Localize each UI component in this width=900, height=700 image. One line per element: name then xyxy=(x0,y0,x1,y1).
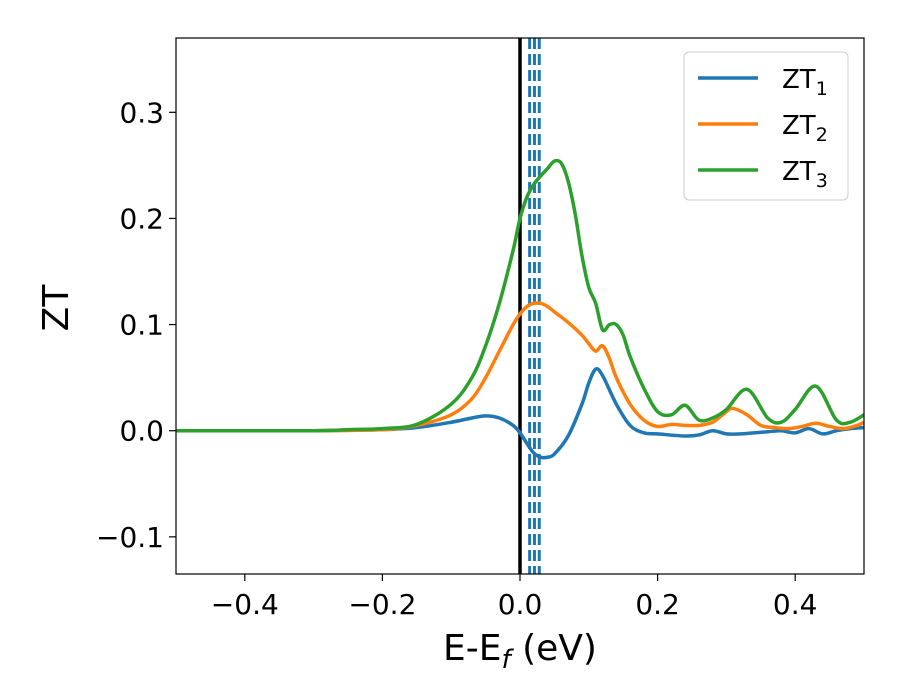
y-axis-label: ZT xyxy=(36,284,77,332)
legend: ZT1 ZT2 ZT3 xyxy=(683,51,849,201)
legend-label-zt2: ZT2 xyxy=(782,111,828,146)
vertical-lines-group xyxy=(518,38,541,574)
y-axis-ticks: −0.1 0.0 0.1 0.2 0.3 xyxy=(96,96,176,554)
x-axis-label-unit: (eV) xyxy=(511,628,597,669)
x-axis-label: E-Ef (eV) xyxy=(443,628,597,675)
legend-label-zt3: ZT3 xyxy=(782,157,828,192)
series-line-zt2 xyxy=(176,301,864,433)
x-axis-ticks: −0.4 −0.2 0.0 0.2 0.4 xyxy=(211,574,818,621)
y-tick-label: 0.1 xyxy=(119,309,164,342)
y-tick-label: 0.2 xyxy=(119,202,164,235)
x-axis-label-main: E-E xyxy=(443,628,501,669)
y-tick-label: 0.0 xyxy=(119,415,164,448)
x-tick-label: 0.2 xyxy=(635,588,680,621)
series-line-zt3 xyxy=(176,158,864,433)
x-tick-label: 0.0 xyxy=(498,588,543,621)
legend-label-zt1: ZT1 xyxy=(782,65,828,100)
x-tick-label: −0.4 xyxy=(211,588,279,621)
x-tick-label: 0.4 xyxy=(773,588,818,621)
series-line-zt1 xyxy=(176,367,864,460)
series-group xyxy=(176,158,864,460)
legend-box xyxy=(683,51,849,201)
y-tick-label: −0.1 xyxy=(96,521,164,554)
y-tick-label: 0.3 xyxy=(119,96,164,129)
x-tick-label: −0.2 xyxy=(348,588,416,621)
